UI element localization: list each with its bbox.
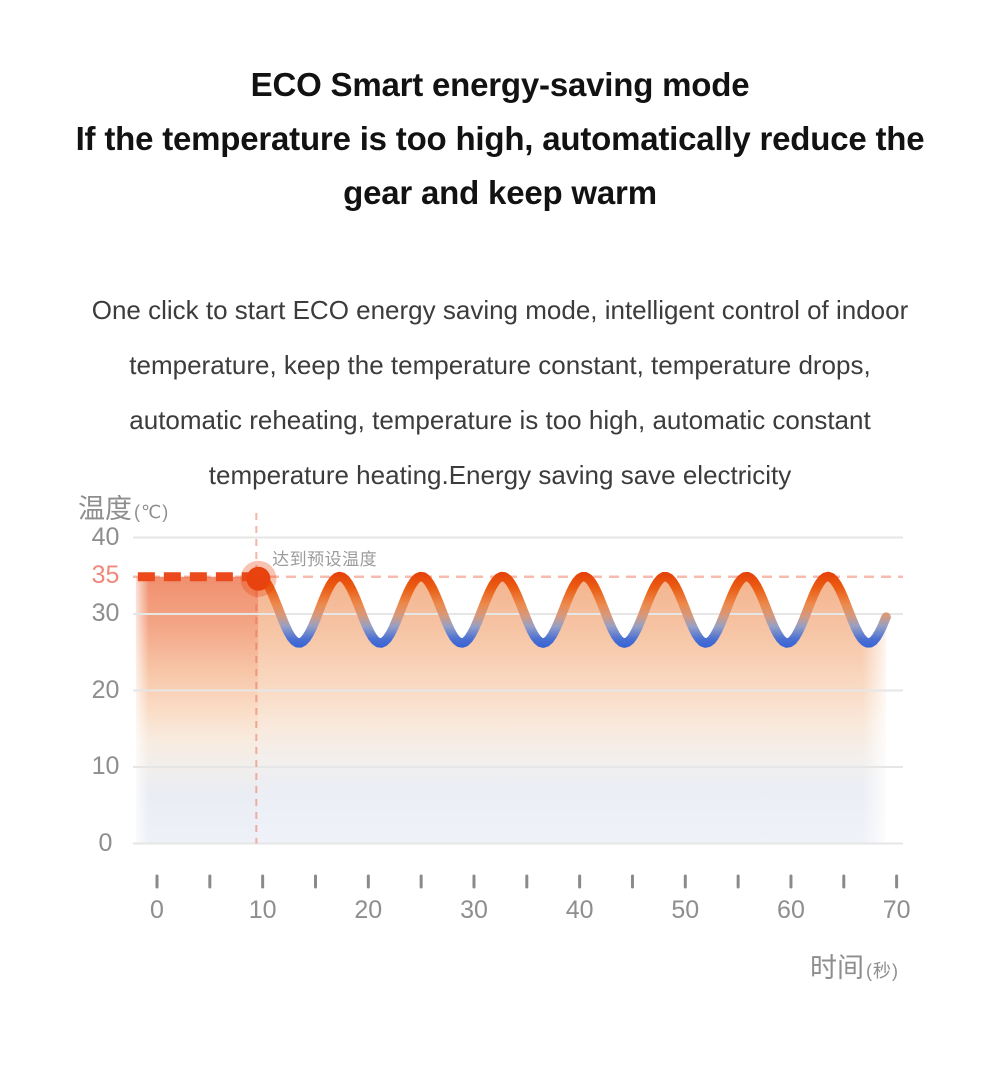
event-dot bbox=[246, 566, 271, 591]
x-tick-label-60: 60 bbox=[777, 896, 805, 924]
x-tick-label-0: 0 bbox=[150, 896, 164, 924]
y-tick-label-10: 10 bbox=[91, 752, 120, 780]
x-axis-unit: (秒) bbox=[866, 961, 899, 981]
x-axis-title-text: 时间 bbox=[810, 953, 864, 983]
fill-left-fade bbox=[133, 576, 149, 844]
temperature-wave-line bbox=[253, 571, 891, 648]
description-line-2: temperature, keep the temperature consta… bbox=[129, 350, 871, 380]
preheat-area-fill bbox=[135, 576, 259, 844]
y-tick-label-35: 35 bbox=[91, 560, 120, 589]
y-axis-title: 温度 (℃) bbox=[78, 487, 169, 526]
y-tick-label-20: 20 bbox=[91, 675, 120, 704]
y-axis-title-text: 温度 bbox=[78, 494, 132, 524]
page-title: ECO Smart energy-saving mode If the temp… bbox=[0, 58, 1000, 220]
wave-area-fill bbox=[258, 576, 887, 844]
x-axis-title: 时间 (秒) bbox=[810, 946, 899, 985]
y-tick-label-0: 0 bbox=[98, 828, 113, 857]
description-text: One click to start ECO energy saving mod… bbox=[0, 283, 1000, 503]
x-tick-label-10: 10 bbox=[248, 896, 277, 924]
annotation-reached-preset-temp: 达到预设温度 bbox=[272, 550, 378, 570]
y-tick-label-30: 30 bbox=[91, 599, 120, 627]
x-tick-label-20: 20 bbox=[354, 896, 383, 924]
y-axis-unit: (℃) bbox=[134, 502, 170, 522]
description-line-3: automatic reheating, temperature is too … bbox=[129, 405, 871, 435]
page-title-line-1: ECO Smart energy-saving mode bbox=[250, 66, 750, 103]
description-line-1: One click to start ECO energy saving mod… bbox=[91, 295, 909, 325]
y-tick-label-40: 40 bbox=[91, 522, 120, 551]
x-tick-label-70: 70 bbox=[882, 896, 911, 924]
description-line-4: temperature heating.Energy saving save e… bbox=[208, 460, 792, 490]
x-tick-label-30: 30 bbox=[460, 896, 488, 924]
page-title-line-3: gear and keep warm bbox=[343, 174, 657, 211]
page-title-line-2: If the temperature is too high, automati… bbox=[75, 120, 925, 157]
x-tick-label-50: 50 bbox=[671, 896, 700, 924]
x-tick-label-40: 40 bbox=[565, 896, 594, 924]
